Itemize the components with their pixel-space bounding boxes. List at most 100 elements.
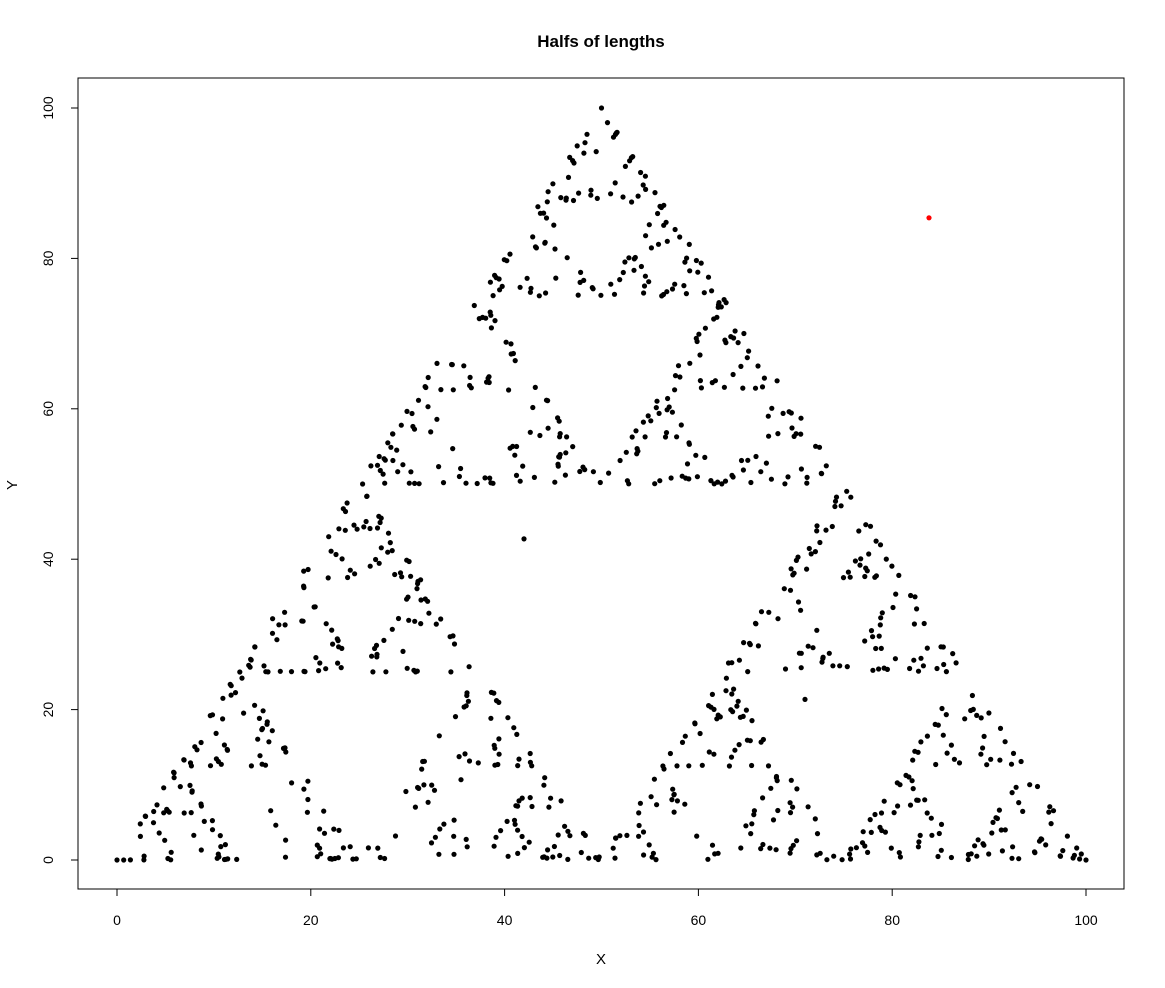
data-point (127, 857, 133, 863)
data-point (817, 850, 823, 856)
data-point (450, 446, 456, 452)
data-point (857, 562, 863, 568)
data-point (906, 774, 912, 780)
data-point (492, 762, 498, 768)
data-point (563, 450, 569, 456)
data-point (519, 833, 525, 840)
data-point (363, 518, 369, 525)
data-point (198, 739, 204, 746)
data-point (832, 503, 838, 510)
data-point (542, 775, 548, 781)
data-point (968, 851, 974, 857)
data-point (361, 524, 367, 530)
data-point (915, 797, 921, 803)
data-point (582, 832, 588, 839)
data-point (385, 530, 392, 536)
data-point (545, 847, 551, 853)
data-point (798, 431, 804, 437)
data-point (162, 837, 168, 843)
data-point (735, 340, 741, 346)
data-point (653, 857, 659, 863)
data-point (373, 642, 380, 649)
data-point (986, 851, 992, 857)
data-point (420, 758, 426, 765)
data-point (514, 731, 520, 738)
data-point (198, 847, 204, 853)
x-tick-label: 100 (1074, 912, 1098, 928)
data-point (981, 733, 987, 740)
data-point (816, 444, 823, 450)
data-point (198, 803, 204, 809)
data-point (636, 833, 642, 839)
data-point (980, 745, 986, 751)
data-point (458, 465, 464, 472)
data-point (464, 844, 470, 850)
data-point (248, 763, 254, 769)
data-point (686, 241, 692, 247)
data-point (692, 721, 698, 727)
data-point (782, 666, 789, 672)
data-point (636, 810, 642, 816)
data-point (268, 808, 274, 814)
data-point (892, 656, 899, 662)
data-point (577, 279, 583, 285)
data-point (891, 810, 897, 816)
data-point (678, 422, 684, 428)
x-tick-label: 20 (303, 912, 319, 928)
data-point (1074, 845, 1080, 851)
data-point (862, 573, 868, 580)
data-point (557, 852, 563, 859)
data-point (802, 696, 808, 703)
data-point (896, 572, 902, 579)
data-point (912, 748, 918, 754)
y-axis: 0 20 40 60 80 100 (40, 96, 79, 864)
data-point (738, 457, 745, 464)
data-point (853, 845, 860, 851)
data-point (390, 457, 396, 464)
data-point (978, 715, 984, 721)
data-point (787, 587, 794, 593)
data-point (677, 374, 683, 380)
data-point (487, 475, 493, 481)
data-point (550, 854, 556, 860)
data-point (398, 422, 404, 428)
data-point (918, 655, 924, 661)
data-point (670, 786, 676, 792)
data-point (209, 827, 216, 833)
data-point (188, 810, 194, 816)
data-point (740, 385, 746, 391)
data-point (787, 850, 793, 856)
data-point (537, 432, 543, 439)
data-point (711, 751, 717, 757)
data-point (387, 540, 393, 546)
data-point (555, 832, 561, 838)
data-point (879, 827, 885, 834)
data-point (1077, 856, 1083, 862)
data-point (608, 191, 614, 197)
data-point (798, 665, 804, 671)
data-point (488, 312, 494, 318)
data-point (686, 763, 692, 769)
data-point (738, 845, 744, 851)
data-point (340, 845, 346, 851)
data-point (868, 628, 875, 634)
data-point (392, 833, 399, 839)
data-point (657, 478, 663, 484)
data-point (161, 785, 167, 791)
vertex-point (114, 857, 120, 863)
data-point (824, 857, 830, 863)
data-point (694, 474, 701, 480)
data-point (658, 204, 665, 211)
data-point (314, 854, 320, 860)
data-point (187, 782, 193, 789)
data-point (331, 826, 337, 832)
data-point (438, 616, 444, 622)
data-point (529, 763, 535, 769)
data-point (682, 733, 688, 739)
data-point (748, 831, 754, 837)
data-point (929, 832, 935, 838)
data-point (143, 813, 149, 820)
data-point (576, 190, 582, 196)
data-point (154, 802, 160, 808)
data-point (648, 794, 654, 800)
